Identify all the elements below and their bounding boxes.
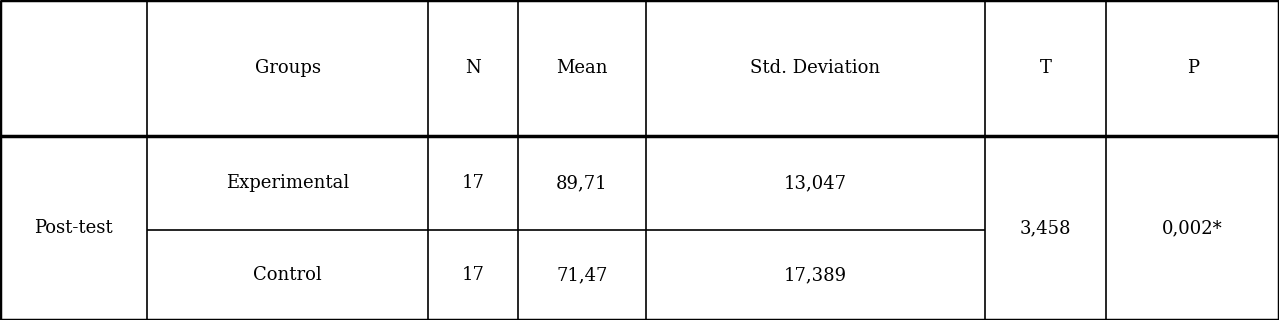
Text: 17,389: 17,389 — [784, 266, 847, 284]
Text: Groups: Groups — [255, 59, 321, 77]
Text: P: P — [1187, 59, 1198, 77]
Text: Mean: Mean — [556, 59, 608, 77]
Text: 17: 17 — [462, 174, 485, 192]
Text: 89,71: 89,71 — [556, 174, 608, 192]
Text: 3,458: 3,458 — [1019, 219, 1072, 237]
Text: N: N — [466, 59, 481, 77]
Text: 71,47: 71,47 — [556, 266, 608, 284]
Text: Experimental: Experimental — [226, 174, 349, 192]
Text: Post-test: Post-test — [35, 219, 113, 237]
Text: Control: Control — [253, 266, 322, 284]
Text: 13,047: 13,047 — [784, 174, 847, 192]
Text: 17: 17 — [462, 266, 485, 284]
Text: Std. Deviation: Std. Deviation — [751, 59, 880, 77]
Text: 0,002*: 0,002* — [1163, 219, 1223, 237]
Text: T: T — [1040, 59, 1051, 77]
